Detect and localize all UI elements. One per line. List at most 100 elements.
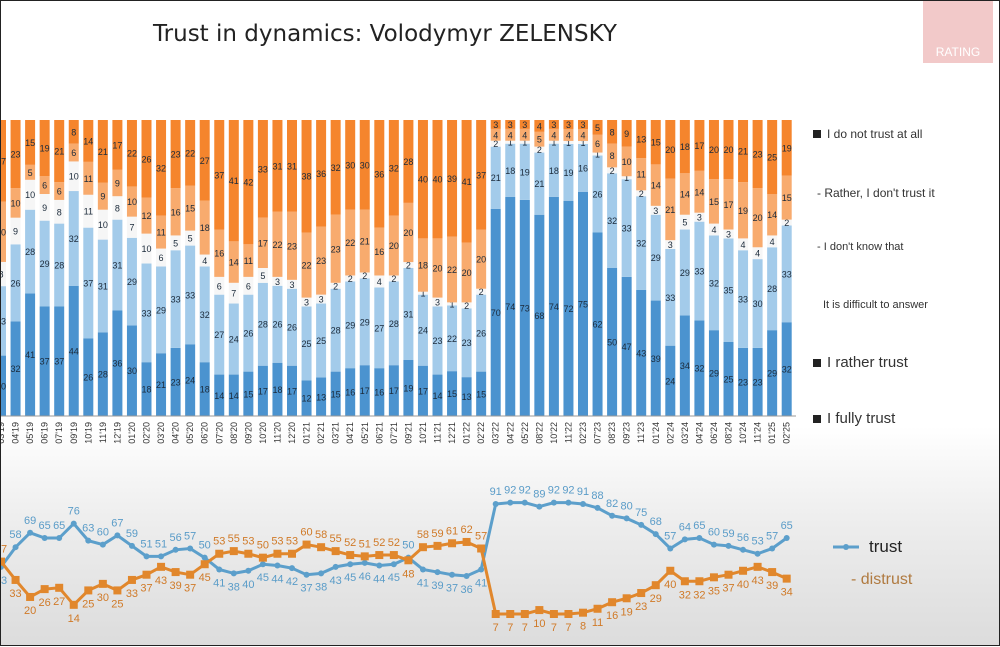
bar-rather-not (665, 178, 676, 241)
trust-point (623, 515, 630, 522)
bar-not-at-all (723, 120, 734, 180)
bar-data-label: 29 (680, 268, 690, 278)
trust-point (274, 562, 281, 569)
bar-rather-not (417, 238, 428, 292)
distrust-point (724, 570, 733, 579)
bar-data-label: 1 (522, 138, 527, 148)
bar-rather-not (68, 143, 79, 162)
bar-data-label: 30 (360, 160, 370, 170)
bar-data-label: 62 (593, 320, 603, 330)
bar-data-label: 9 (100, 192, 105, 202)
distrust-data-label: 53 (271, 536, 283, 548)
bar-data-label: 14 (680, 190, 690, 200)
x-tick-label: 06'19 (40, 422, 50, 444)
bar-stack: 72 19 143 (563, 120, 573, 416)
bar-not-at-all (650, 120, 661, 165)
bar-rather-not (345, 209, 356, 276)
trust-point (419, 566, 426, 573)
trust-point (85, 537, 92, 544)
distrust-point (1, 557, 5, 566)
bar-rather-trust (25, 209, 36, 294)
distrust-point (651, 581, 660, 590)
bar-data-label: 3 (697, 213, 702, 223)
trust-point (99, 541, 106, 548)
trust-data-label: 75 (635, 507, 647, 519)
bar-fully-trust (447, 371, 458, 416)
bar-data-label: 29 (156, 305, 166, 315)
bar-not-at-all (505, 120, 516, 129)
legend-label: I do not trust at all (827, 127, 923, 141)
bar-data-label: 32 (607, 216, 617, 226)
bar-not-at-all (534, 120, 545, 132)
distrust-point (549, 610, 558, 618)
bar-rather-not (97, 182, 108, 210)
bar-rather-trust (548, 143, 559, 197)
distrust-data-label: 40 (737, 579, 749, 591)
trust-data-label: 45 (388, 572, 400, 584)
trust-point (740, 546, 747, 553)
bar-stack: 37 28 8 6 21 (54, 120, 64, 416)
bar-not-at-all (112, 120, 123, 170)
trust-data-label: 92 (504, 485, 516, 497)
bar-stack: 23 33 4 19 21 (738, 120, 748, 416)
trust-point (434, 569, 441, 576)
trust-point (347, 561, 354, 568)
bar-data-label: 7 (129, 223, 134, 233)
x-tick-label: 12'20 (287, 422, 297, 444)
bar-rather-trust (345, 281, 356, 369)
x-tick-label: 04'19 (11, 422, 21, 444)
bar-data-label: 15 (243, 389, 253, 399)
bar-not-at-all (461, 120, 472, 243)
bar-stack: 28 31 10 9 21 (98, 120, 108, 416)
trust-data-label: 88 (591, 490, 603, 502)
distrust-data-label: 16 (606, 610, 618, 622)
bar-data-label: 33 (171, 295, 181, 305)
x-tick-label: 02'20 (142, 422, 152, 444)
bar-fully-trust (505, 196, 516, 416)
x-tick-label: 01'24 (651, 422, 661, 444)
bar-data-label: 5 (28, 168, 33, 178)
bar-fully-trust (97, 332, 108, 416)
bar-data-label: 17 (287, 386, 297, 396)
bar-fully-trust (10, 321, 21, 416)
trust-point (681, 536, 688, 543)
bar-data-label: 20 (1, 227, 6, 237)
bar-data-label: 14 (651, 181, 661, 191)
bar-rather-not (432, 238, 443, 298)
bar-dont-know (10, 217, 21, 245)
bar-data-label: 23 (171, 377, 181, 387)
x-tick-label: 12'21 (447, 422, 457, 444)
bar-dont-know (403, 262, 414, 268)
bar-rather-trust (636, 196, 647, 290)
bar-data-label: 26 (593, 190, 603, 200)
distrust-point (171, 568, 180, 577)
bar-data-label: 16 (374, 388, 384, 398)
bar-data-label: 20 (403, 228, 413, 238)
bar-rather-trust (243, 294, 254, 372)
bar-data-label: 3 (580, 120, 585, 130)
bar-data-label: 12 (141, 211, 151, 221)
bar-dont-know (199, 254, 210, 267)
bar-rather-trust (490, 146, 501, 209)
bar-data-label: 23 (753, 377, 763, 387)
bar-data-label: 16 (374, 247, 384, 257)
distrust-point (491, 610, 500, 618)
distrust-point (709, 573, 718, 582)
bar-fully-trust (156, 353, 167, 416)
distrust-data-label: 7 (493, 622, 499, 634)
legend-marker (813, 414, 821, 423)
bar-data-label: 1 (624, 173, 629, 183)
bar-data-label: 2 (639, 189, 644, 199)
bar-data-label: 22 (127, 149, 137, 159)
trust-data-label: 46 (359, 571, 371, 583)
bar-dont-know (359, 272, 370, 279)
bar-fully-trust (781, 322, 792, 416)
bar-fully-trust (39, 306, 50, 416)
bar-data-label: 20 (665, 145, 675, 155)
bar-data-label: 27 (214, 330, 224, 340)
bar-data-label: 15 (447, 389, 457, 399)
distrust-data-label: 40 (664, 579, 676, 591)
trust-data-label: 41 (475, 577, 487, 589)
bar-data-label: 3 (275, 277, 280, 287)
